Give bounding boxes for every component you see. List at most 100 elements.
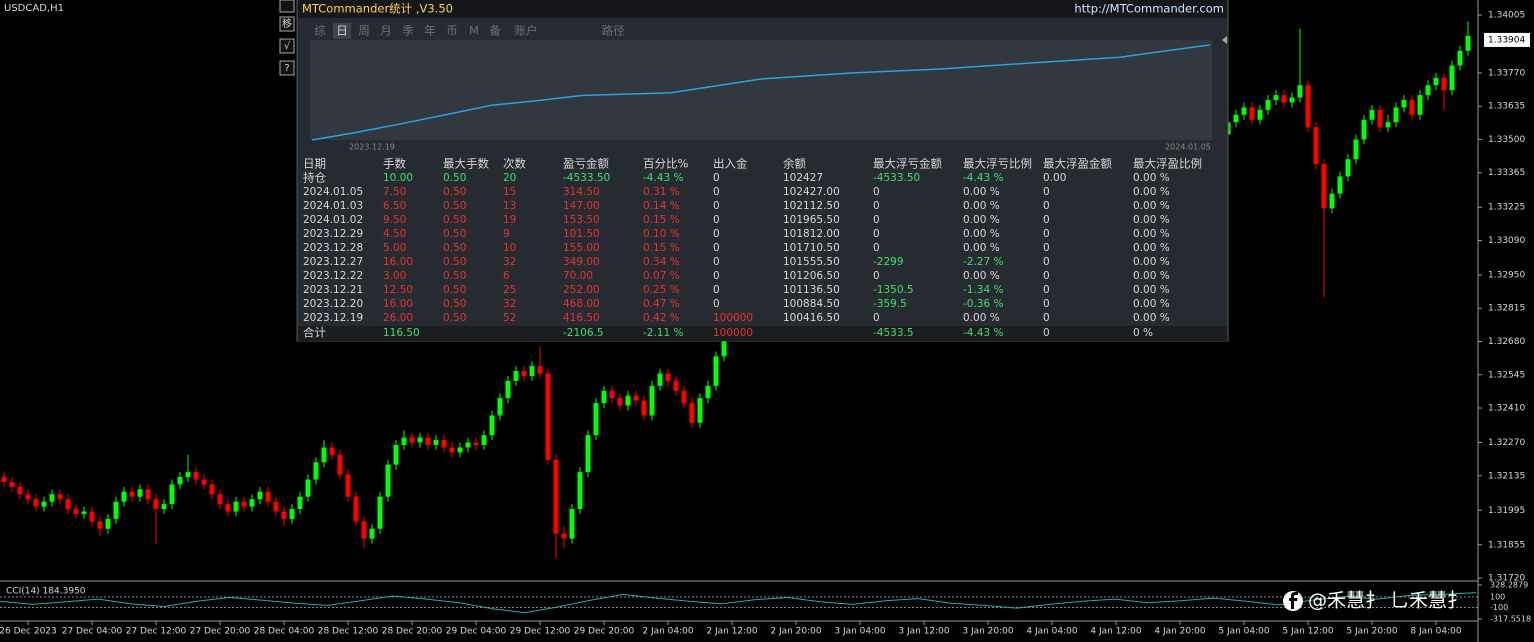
candle-body xyxy=(1273,95,1279,101)
candle-body xyxy=(665,373,671,381)
panel-tab[interactable]: 综 xyxy=(314,24,326,38)
table-cell: 0.50 xyxy=(443,242,466,254)
panel-tab[interactable]: 账户 xyxy=(515,24,538,38)
table-cell: -2.27 % xyxy=(963,256,1004,268)
tool-button[interactable] xyxy=(279,0,295,13)
candle-body xyxy=(465,442,471,448)
table-cell: 0.50 xyxy=(443,228,466,240)
table-cell: 0.42 % xyxy=(643,312,680,324)
table-header: 最大浮盈比例 xyxy=(1133,157,1202,171)
table-cell: 2023.12.21 xyxy=(303,284,363,296)
candle-body xyxy=(305,479,311,497)
table-cell: 20 xyxy=(503,172,516,184)
candle-body xyxy=(457,447,463,453)
time-tick-label: 4 Jan 20:00 xyxy=(1154,627,1206,637)
table-cell: 0 xyxy=(713,270,720,282)
candle-body xyxy=(1249,107,1255,120)
panel-resize-handle[interactable] xyxy=(1222,36,1227,44)
table-cell: 0.50 xyxy=(443,312,466,324)
table-cell: 0.00 xyxy=(1043,172,1066,184)
time-tick-label: 3 Jan 04:00 xyxy=(834,627,886,637)
panel-tab[interactable]: 季 xyxy=(402,24,414,38)
panel-tab[interactable]: 币 xyxy=(446,24,458,38)
table-cell: 0 xyxy=(713,284,720,296)
time-tick-label: 26 Dec 2023 xyxy=(0,627,57,637)
table-cell: 0.50 xyxy=(443,214,466,226)
tool-button[interactable] xyxy=(279,38,295,54)
table-cell: -4533.50 xyxy=(873,172,920,184)
time-tick-label: 28 Dec 12:00 xyxy=(318,627,379,637)
price-tick-label: 1.32135 xyxy=(1488,471,1525,481)
time-tick-label: 27 Dec 04:00 xyxy=(62,627,123,637)
price-tick-label: 1.33500 xyxy=(1488,135,1525,145)
table-cell: 7.50 xyxy=(383,186,406,198)
tool-button[interactable] xyxy=(279,16,295,32)
candle-body xyxy=(1257,109,1263,120)
table-cell: 102112.50 xyxy=(783,200,840,212)
tool-button-label[interactable]: ? xyxy=(284,63,289,74)
table-cell: 0.00 % xyxy=(1133,242,1170,254)
candle-body xyxy=(185,472,191,478)
table-cell: 102427.00 xyxy=(783,186,840,198)
candle-body xyxy=(105,518,111,529)
time-tick-label: 28 Dec 20:00 xyxy=(382,627,443,637)
tool-button[interactable] xyxy=(279,60,295,76)
table-cell: 19 xyxy=(503,214,516,226)
panel-tab[interactable]: 备 xyxy=(489,24,501,38)
table-cell: -4.43 % xyxy=(643,172,684,184)
table-cell: 0.00 % xyxy=(963,214,1000,226)
table-cell: 13 xyxy=(503,200,516,212)
candle-body xyxy=(1265,100,1271,110)
price-tick-label: 1.33365 xyxy=(1488,168,1525,178)
tool-button-label[interactable]: 移 xyxy=(282,17,292,30)
panel-tab[interactable]: M xyxy=(469,24,479,38)
candle-body xyxy=(1353,139,1359,160)
table-cell: 0.34 % xyxy=(643,256,680,268)
candle-body xyxy=(193,472,199,480)
candle-body xyxy=(233,501,239,512)
tool-button-label[interactable]: √ xyxy=(284,41,291,52)
candle-body xyxy=(577,472,583,510)
table-cell: 0.15 % xyxy=(643,214,680,226)
table-cell: -0.36 % xyxy=(963,298,1004,310)
panel-tab[interactable]: 日 xyxy=(336,24,348,38)
table-cell: 0.00 % xyxy=(1133,200,1170,212)
table-cell: 314.50 xyxy=(563,186,600,198)
time-tick-label: 29 Dec 12:00 xyxy=(510,627,571,637)
table-total-cell: -2.11 % xyxy=(643,327,684,339)
table-cell: 0 xyxy=(713,256,720,268)
panel-tab[interactable]: 路径 xyxy=(602,24,625,38)
current-price-label: 1.33904 xyxy=(1488,35,1525,45)
table-cell: 0.25 % xyxy=(643,284,680,296)
candle-body xyxy=(1337,176,1343,194)
price-tick-label: 1.33770 xyxy=(1488,68,1525,78)
candle-body xyxy=(1329,193,1335,209)
panel-tab[interactable]: 周 xyxy=(358,24,370,38)
panel-tab[interactable]: 年 xyxy=(424,24,436,38)
time-tick-label: 29 Dec 04:00 xyxy=(446,627,507,637)
table-cell: 101710.50 xyxy=(783,242,840,254)
table-cell: 100000 xyxy=(713,312,753,324)
candle-body xyxy=(281,511,287,519)
price-tick-label: 1.31995 xyxy=(1488,506,1525,516)
toolbar: 移 √? xyxy=(279,0,295,76)
table-header: 最大浮亏金额 xyxy=(873,157,942,171)
candle-body xyxy=(585,435,591,473)
table-cell: 9.50 xyxy=(383,214,406,226)
panel-url[interactable]: http://MTCommander.com xyxy=(1074,2,1224,16)
candle-body xyxy=(1305,85,1311,128)
table-total-cell: -2106.5 xyxy=(563,327,604,339)
candle-body xyxy=(401,437,407,445)
panel-tab[interactable]: 月 xyxy=(380,24,392,38)
price-tick-label: 1.32270 xyxy=(1488,438,1525,448)
price-tick-label: 1.32545 xyxy=(1488,370,1525,380)
watermark-text: @禾慧扌 乚禾慧扌 xyxy=(1308,590,1466,612)
table-cell: 0 xyxy=(1043,242,1050,254)
table-cell: 2024.01.05 xyxy=(303,186,363,198)
table-cell: 349.00 xyxy=(563,256,600,268)
table-cell: 0.15 % xyxy=(643,242,680,254)
candle-body xyxy=(601,390,607,404)
candle-body xyxy=(289,509,295,519)
candle-body xyxy=(553,459,559,534)
symbol-label: USDCAD,H1 xyxy=(4,3,64,14)
